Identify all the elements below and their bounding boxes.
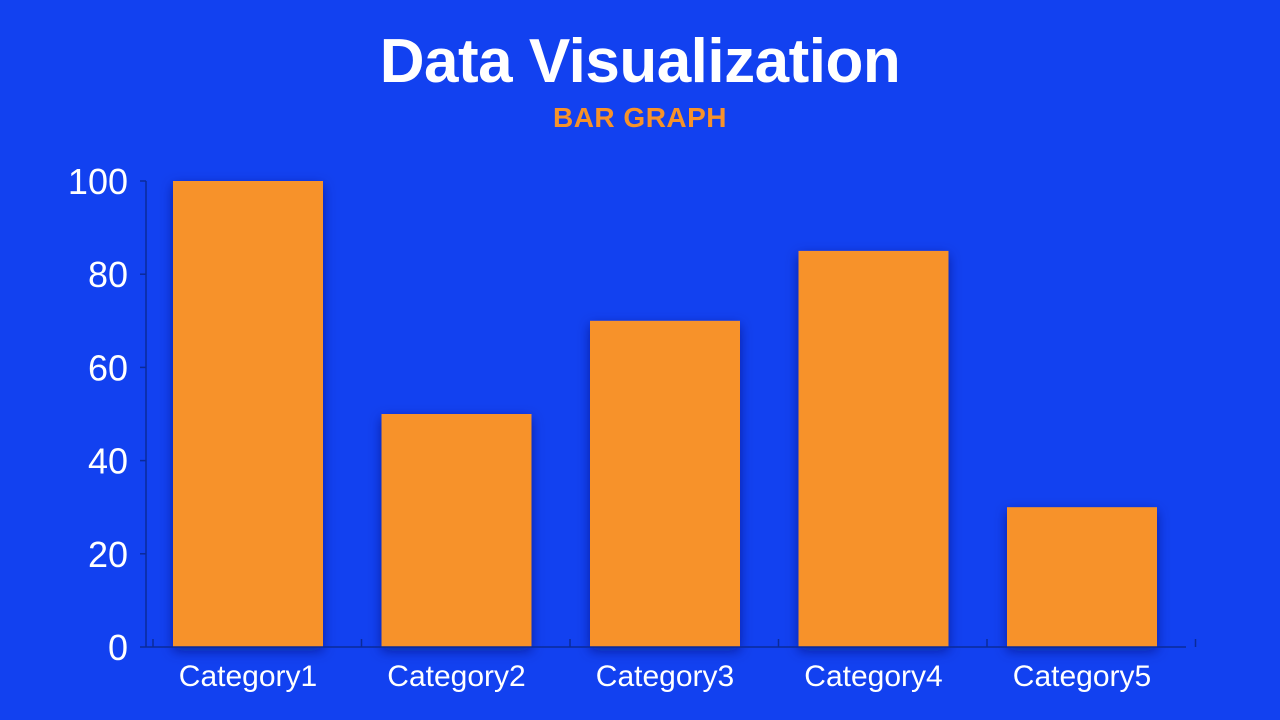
y-tick-label: 20	[88, 534, 128, 575]
chart-subtitle: BAR GRAPH	[552, 102, 728, 133]
x-category-labels: Category1 Category2 Category3 Category4 Cate…	[179, 660, 1151, 693]
bar-3	[590, 320, 740, 647]
category-label-2: Category2	[387, 660, 525, 693]
y-tick-label: 60	[88, 347, 128, 388]
chart-title: Data Visualization	[379, 27, 901, 96]
category-label-5: Category5	[1013, 660, 1151, 693]
category-label-1: Category1	[179, 660, 317, 693]
y-tick-labels: 0 20 40 60 80 100	[68, 161, 128, 668]
bar-2	[381, 414, 532, 647]
y-tick-label: 40	[88, 441, 128, 482]
y-tick-label: 100	[68, 161, 128, 202]
bars-layer	[173, 181, 1157, 647]
axis-layer	[140, 180, 1197, 648]
bar-4	[798, 250, 949, 647]
category-label-3: Category3	[596, 660, 734, 693]
y-tick-label: 0	[108, 627, 128, 668]
bar-1	[173, 181, 323, 647]
y-tick-label: 80	[88, 254, 128, 295]
category-label-4: Category4	[804, 660, 942, 693]
bar-5	[1007, 507, 1157, 647]
